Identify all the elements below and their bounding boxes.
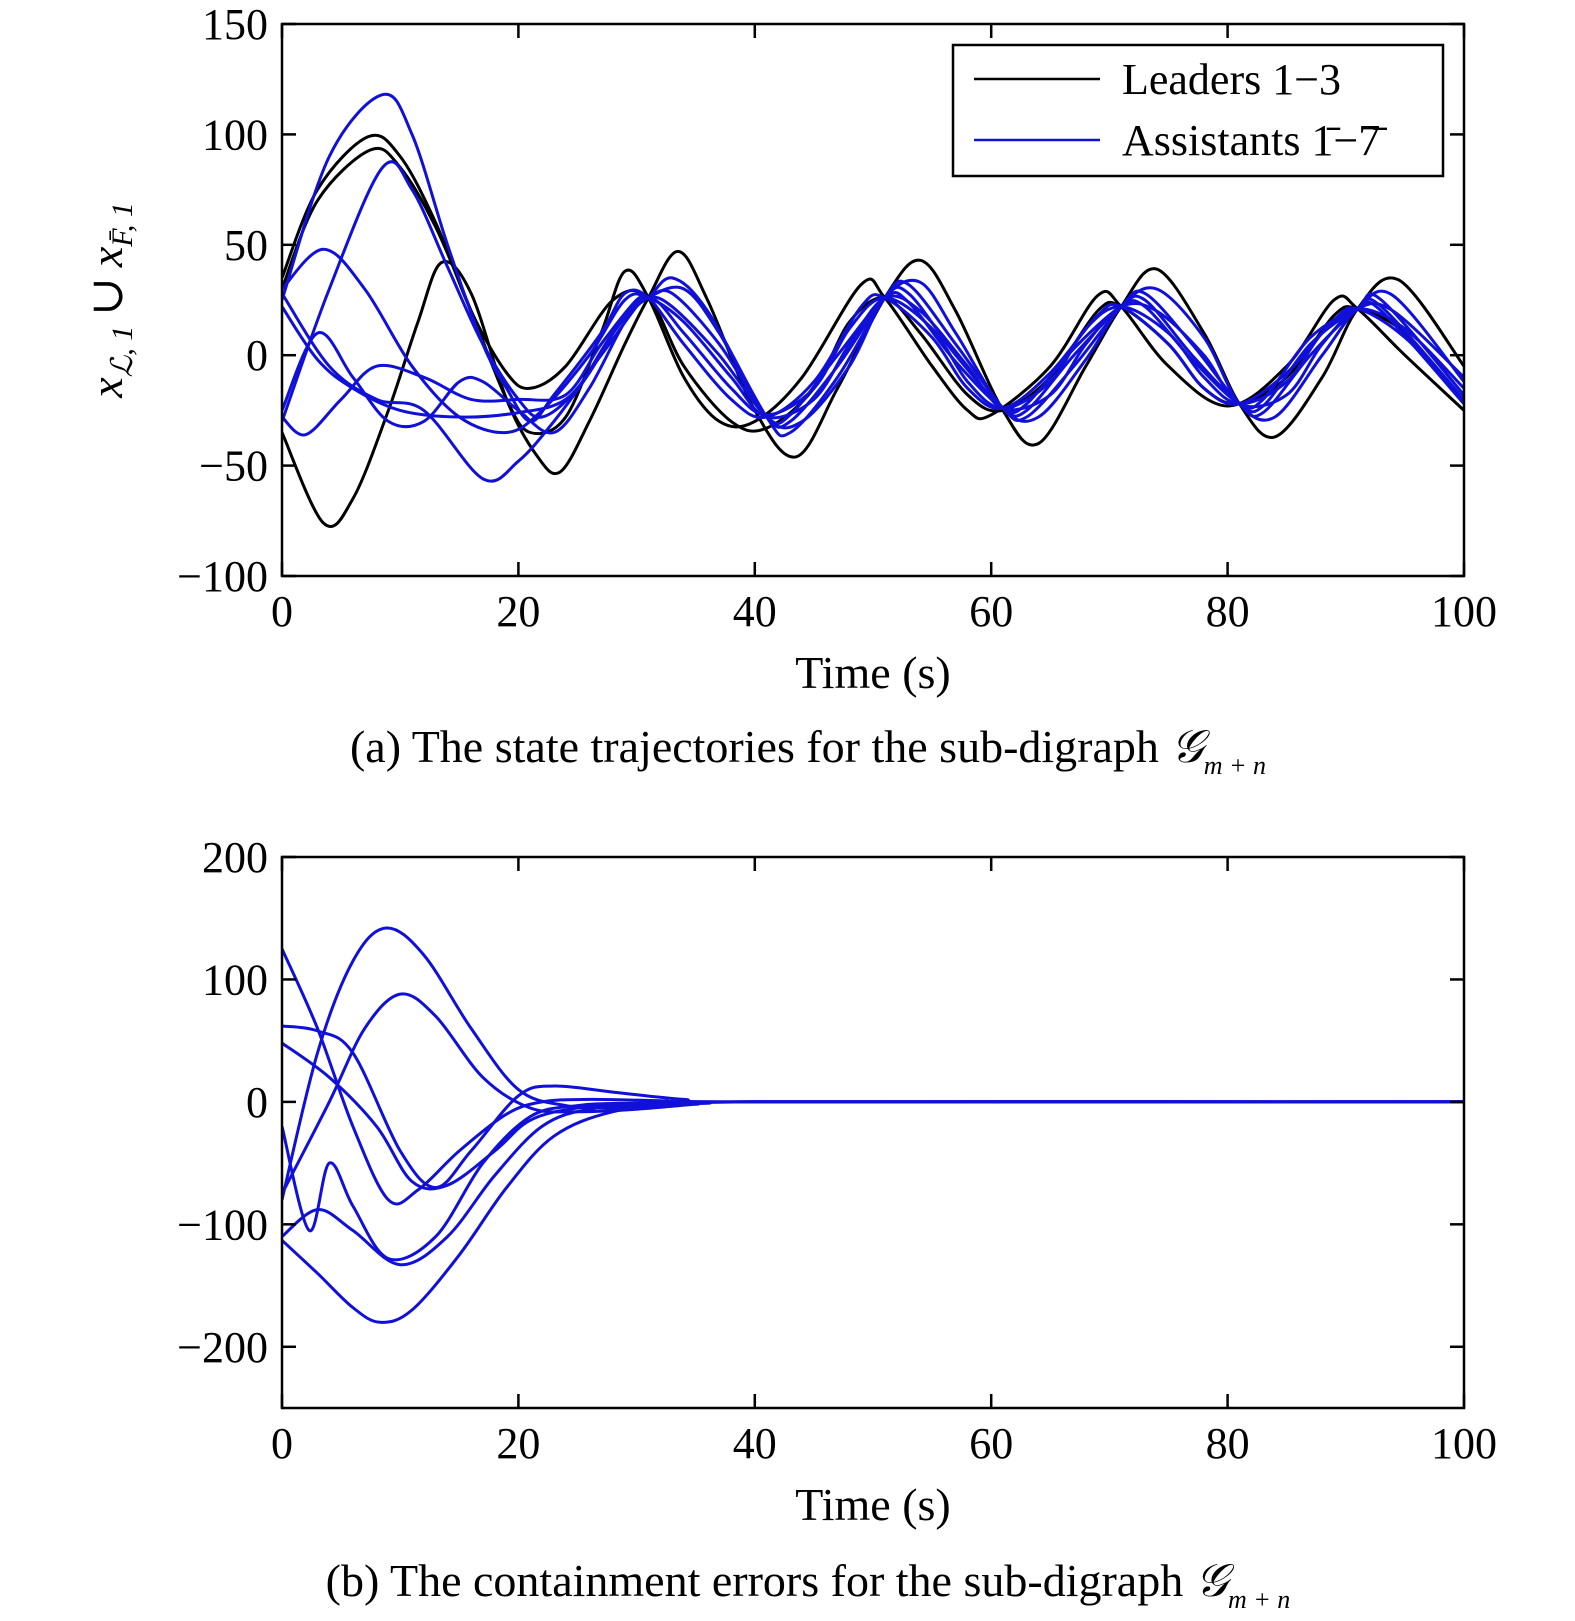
caption-b: (b) The containment errors for the sub-d… <box>326 1555 1291 1614</box>
x-tick-label: 100 <box>1431 587 1497 636</box>
series-layer-a <box>282 92 1464 528</box>
x-tick-label: 20 <box>496 1419 540 1468</box>
y-tick-label: 100 <box>202 110 268 159</box>
x-tick-label: 20 <box>496 587 540 636</box>
series-line-assistant-9 <box>282 291 1464 483</box>
plot-frame-a <box>280 22 1466 578</box>
svg-text:xℒ, 1∪xF̄, 1: xℒ, 1∪xF̄, 1 <box>81 202 139 398</box>
x-tick-label: 40 <box>733 587 777 636</box>
y-tick-label: 150 <box>202 0 268 49</box>
chart-panel-b: 0 20 40 60 80 100 −200 −100 0 100 200 Time (s) (b)… <box>177 833 1497 1614</box>
series-line-assistant-0 <box>282 926 1464 1201</box>
y-tick-label: −50 <box>199 442 268 491</box>
ticks-layer-b: 0 20 40 60 80 100 −200 −100 0 100 200 <box>177 833 1497 1468</box>
legend-label-leaders: Leaders 1−3 <box>1122 55 1341 104</box>
ticks-layer-a: 0 20 40 60 80 100 −100 −50 0 50 100 150 <box>177 0 1497 636</box>
x-tick-label: 0 <box>271 1419 293 1468</box>
legend-box <box>951 43 1445 178</box>
x-tick-label: 0 <box>271 587 293 636</box>
legend-label-assistants: Assistants 1̄−7̄ <box>1122 116 1387 165</box>
y-tick-label: −100 <box>177 1200 268 1249</box>
x-tick-label: 40 <box>733 1419 777 1468</box>
series-layer-b <box>282 926 1464 1324</box>
x-tick-label: 60 <box>969 587 1013 636</box>
x-axis-label-a: Time (s) <box>795 647 951 698</box>
plot-frame-b <box>280 855 1466 1410</box>
chart-panel-a: 0 20 40 60 80 100 −100 −50 0 50 100 150 Time (s) xℒ… <box>81 0 1497 780</box>
x-tick-label: 60 <box>969 1419 1013 1468</box>
y-axis-label-a: xℒ, 1∪xF̄, 1 <box>81 202 139 398</box>
caption-a: (a) The state trajectories for the sub-d… <box>350 721 1266 780</box>
series-line-assistant-7 <box>282 1100 1464 1324</box>
y-tick-label: 0 <box>246 331 268 380</box>
y-tick-label: 0 <box>246 1078 268 1127</box>
y-tick-label: −100 <box>177 552 268 601</box>
y-tick-label: 50 <box>224 221 268 270</box>
x-tick-label: 80 <box>1206 1419 1250 1468</box>
x-axis-label-b: Time (s) <box>795 1479 951 1530</box>
x-tick-label: 80 <box>1206 587 1250 636</box>
y-tick-label: 200 <box>202 833 268 882</box>
y-tick-label: −200 <box>177 1323 268 1372</box>
x-tick-label: 100 <box>1431 1419 1497 1468</box>
series-line-assistant-7 <box>282 276 1464 438</box>
y-tick-label: 100 <box>202 955 268 1004</box>
legend-a: Leaders 1−3 Assistants 1̄−7̄ <box>951 43 1445 178</box>
series-line-assistant-5 <box>282 1100 1464 1262</box>
series-line-assistant-6 <box>282 1100 1464 1267</box>
series-line-assistant-3 <box>282 1024 1464 1190</box>
